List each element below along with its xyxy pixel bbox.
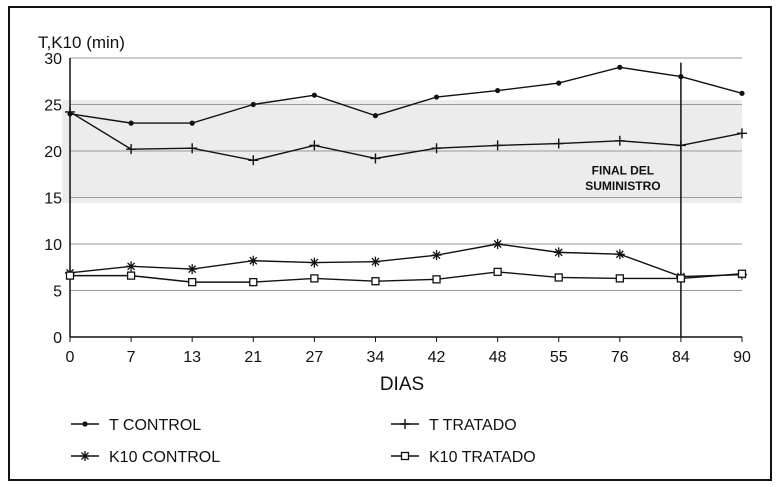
series-k10-control xyxy=(65,239,747,282)
data-point xyxy=(556,80,562,86)
x-tick-84: 84 xyxy=(672,349,690,366)
series-t-control xyxy=(67,64,745,126)
legend-item: T CONTROL xyxy=(71,417,201,434)
x-tick-48: 48 xyxy=(489,349,507,366)
series-line xyxy=(69,66,743,124)
legend-item: T TRATADO xyxy=(391,417,517,434)
data-point xyxy=(492,140,503,151)
legend-label: T TRATADO xyxy=(429,417,517,434)
data-point xyxy=(615,274,624,283)
legend-marker xyxy=(82,421,88,427)
x-tick-27: 27 xyxy=(305,349,323,366)
series-group xyxy=(65,64,747,287)
y-tick-20: 20 xyxy=(44,144,62,161)
y-tick-0: 0 xyxy=(53,330,62,347)
data-point xyxy=(65,106,75,117)
data-point xyxy=(309,257,320,268)
legend-marker xyxy=(80,451,90,461)
data-point xyxy=(614,249,625,260)
x-tick-13: 13 xyxy=(183,349,201,366)
data-point xyxy=(188,277,197,287)
axes xyxy=(69,58,743,342)
data-point xyxy=(248,255,259,266)
data-point xyxy=(126,261,137,272)
annotation-line-1: FINAL DEL xyxy=(592,163,654,177)
data-point xyxy=(675,140,686,151)
data-point xyxy=(431,143,442,154)
x-tick-7: 7 xyxy=(127,349,136,366)
data-point xyxy=(370,153,381,164)
data-point xyxy=(128,120,134,126)
y-axis-label: T,K10 (min) xyxy=(38,33,125,52)
data-point xyxy=(126,271,136,280)
data-point xyxy=(492,239,503,249)
data-point xyxy=(309,140,320,151)
data-point xyxy=(250,101,256,108)
data-point xyxy=(371,277,380,286)
data-point xyxy=(678,74,684,80)
data-point xyxy=(554,273,563,282)
legend-label: K10 CONTROL xyxy=(109,449,220,466)
x-tick-0: 0 xyxy=(66,349,75,366)
y-tick-10: 10 xyxy=(44,237,62,254)
legend-marker xyxy=(400,419,410,429)
series-k10-tratado xyxy=(65,267,747,287)
data-point xyxy=(370,256,381,267)
legend-marker xyxy=(400,451,410,461)
data-point xyxy=(617,64,623,70)
legend-item: K10 TRATADO xyxy=(391,449,536,466)
series-line xyxy=(69,111,743,162)
data-point xyxy=(614,135,625,146)
data-point xyxy=(372,113,379,119)
data-point xyxy=(495,87,501,94)
data-point xyxy=(310,274,319,283)
data-point xyxy=(432,275,441,284)
line-chart: 0 5 10 15 20 25 30 0 7 13 21 27 34 42 48 55 76 84 90 T,K1… xyxy=(38,33,751,466)
legend-label: K10 TRATADO xyxy=(429,449,536,466)
x-tick-labels: 0 7 13 21 27 34 42 48 55 76 84 90 xyxy=(66,349,751,366)
data-point xyxy=(311,92,317,98)
data-point xyxy=(248,155,259,166)
data-point xyxy=(553,247,564,258)
y-tick-labels: 0 5 10 15 20 25 30 xyxy=(44,51,62,347)
x-axis-label: DIAS xyxy=(380,374,424,395)
series-line xyxy=(69,243,743,278)
data-point xyxy=(737,269,747,278)
y-tick-15: 15 xyxy=(44,191,62,208)
data-point xyxy=(187,264,198,275)
data-point xyxy=(431,250,442,261)
x-tick-90: 90 xyxy=(733,349,751,366)
legend: T CONTROL T TRATADO K10 CONTROL K10 TRATADO xyxy=(71,417,536,466)
data-point xyxy=(65,271,75,280)
x-tick-42: 42 xyxy=(428,349,446,366)
data-point xyxy=(737,128,747,139)
data-point xyxy=(126,144,137,155)
series-t-tratado xyxy=(65,106,747,166)
legend-label: T CONTROL xyxy=(109,417,201,434)
legend-item: K10 CONTROL xyxy=(71,449,220,466)
annotation-line-2: SUMINISTRO xyxy=(585,179,660,193)
x-tick-55: 55 xyxy=(550,349,568,366)
data-point xyxy=(676,274,686,283)
data-point xyxy=(249,277,258,287)
data-point xyxy=(493,267,502,277)
y-tick-25: 25 xyxy=(44,98,62,115)
data-point xyxy=(433,94,440,100)
data-point xyxy=(187,143,198,154)
data-point xyxy=(189,120,195,126)
chart-frame: 0 5 10 15 20 25 30 0 7 13 21 27 34 42 48 55 76 84 90 T,K1… xyxy=(8,6,772,481)
data-point xyxy=(553,138,564,149)
data-point xyxy=(739,90,745,96)
y-tick-5: 5 xyxy=(53,284,62,301)
grid-lines xyxy=(70,57,742,291)
x-tick-34: 34 xyxy=(367,349,385,366)
y-tick-30: 30 xyxy=(44,51,62,68)
series-line xyxy=(70,271,743,283)
x-tick-76: 76 xyxy=(611,349,629,366)
x-tick-21: 21 xyxy=(244,349,262,366)
